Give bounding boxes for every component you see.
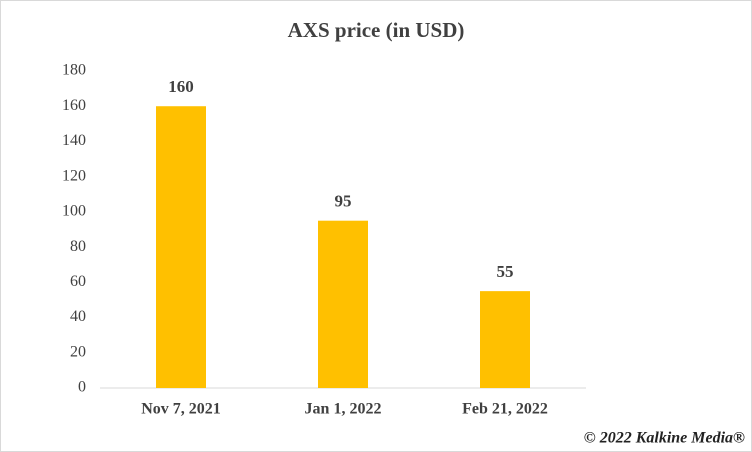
x-tick-label: Nov 7, 2021: [141, 401, 221, 418]
y-tick-label: 80: [70, 238, 86, 255]
y-tick-label: 100: [62, 203, 86, 220]
y-tick-label: 0: [78, 379, 86, 396]
y-tick-label: 60: [70, 273, 86, 290]
y-tick-label: 140: [62, 132, 86, 149]
value-label: 55: [497, 262, 514, 281]
x-tick-label: Jan 1, 2022: [305, 401, 382, 418]
y-tick-label: 40: [70, 308, 86, 325]
chart-title: AXS price (in USD): [288, 18, 465, 42]
y-tick-label: 120: [62, 167, 86, 184]
value-label: 160: [168, 77, 194, 96]
bar: [318, 220, 368, 388]
value-label: 95: [335, 192, 352, 211]
y-tick-label: 160: [62, 97, 86, 114]
y-tick-label: 180: [62, 62, 86, 79]
x-tick-label: Feb 21, 2022: [462, 401, 548, 418]
bar: [480, 291, 530, 388]
y-tick-label: 20: [70, 343, 86, 360]
copyright: © 2022 Kalkine Media®: [584, 430, 745, 447]
bar: [156, 106, 206, 388]
